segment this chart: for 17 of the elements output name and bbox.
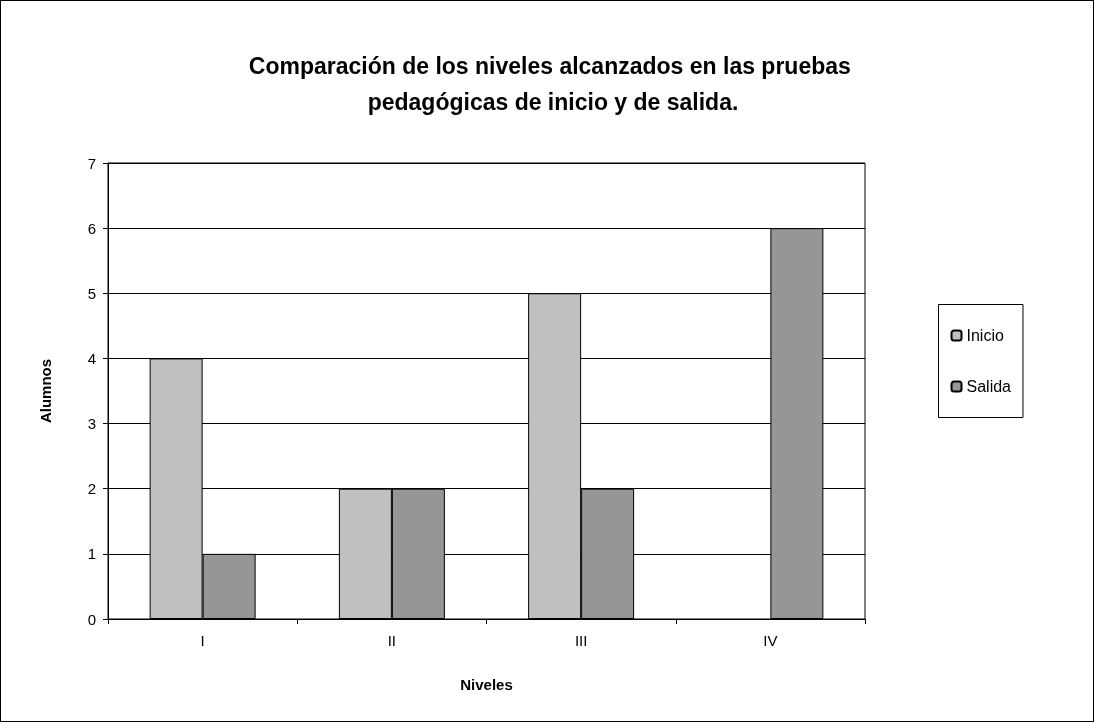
x-tick-label: I xyxy=(200,632,205,649)
chart-title: Comparación de los niveles alcanzados en las pruebas pedagógicas de inicio y de salida. xyxy=(248,53,858,115)
x-axis-title: Niveles xyxy=(460,676,513,693)
x-tick-label: III xyxy=(574,632,588,649)
legend-label: Inicio xyxy=(966,327,1004,344)
y-tick-label: 5 xyxy=(87,284,96,302)
y-tick-label: 3 xyxy=(87,415,96,433)
y-axis-title: Alumnos xyxy=(37,358,54,424)
y-tick-label: 7 xyxy=(87,154,96,172)
y-tick-label: 2 xyxy=(87,480,96,498)
y-tick-label: 1 xyxy=(87,545,96,563)
y-tick-label: 6 xyxy=(87,219,96,237)
y-tick-label: 0 xyxy=(87,610,96,628)
x-tick-label: IV xyxy=(763,632,778,649)
x-tick-label: II xyxy=(387,632,397,649)
y-tick-label: 4 xyxy=(87,349,96,367)
legend-label: Salida xyxy=(966,378,1012,395)
